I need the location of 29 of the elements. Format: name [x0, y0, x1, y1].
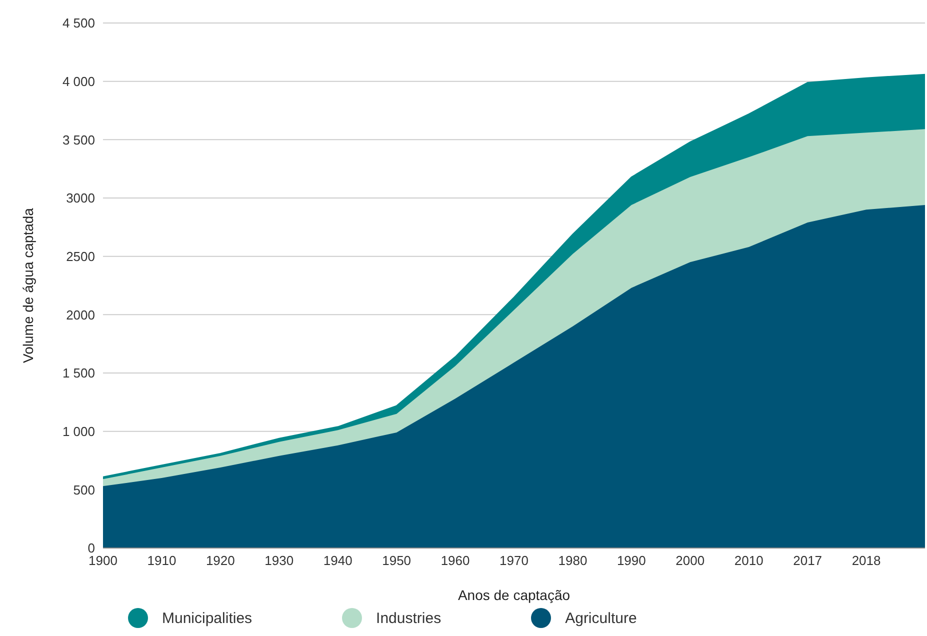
legend-label: Industries: [376, 610, 442, 626]
x-tick-label: 1960: [440, 553, 470, 568]
x-tick-label: 1910: [147, 553, 176, 568]
y-axis-title: Volume de água captada: [20, 208, 36, 363]
y-tick-label: 3 500: [62, 132, 95, 148]
y-tick-label: 4 500: [62, 16, 95, 31]
x-tick-label: 1990: [616, 553, 646, 568]
x-tick-label: 1950: [382, 553, 412, 568]
y-tick-label: 2500: [66, 248, 95, 264]
x-tick-label: 1930: [264, 553, 294, 568]
x-tick-label: 1920: [206, 553, 235, 568]
y-tick-label: 0: [88, 540, 95, 556]
legend-label: Agriculture: [565, 610, 637, 626]
y-tick-label: 2000: [66, 307, 95, 322]
y-tick-label: 1 000: [62, 424, 95, 439]
x-tick-label: 2010: [734, 553, 764, 568]
y-tick-label: 1 500: [62, 366, 95, 381]
y-tick-label: 4 000: [62, 74, 95, 89]
x-tick-label: 2018: [852, 553, 881, 568]
x-tick-label: 2000: [676, 553, 705, 568]
x-tick-label: 1970: [500, 553, 528, 568]
x-tick-label: 1940: [323, 553, 352, 568]
x-tick-label: 1980: [558, 553, 588, 568]
x-tick-label: 1900: [88, 553, 118, 568]
y-tick-label: 3000: [66, 190, 95, 206]
legend-label: Municipalities: [162, 610, 252, 626]
x-tick-label: 2017: [793, 553, 822, 568]
x-axis-title: Anos de captação: [458, 587, 570, 603]
y-tick-label: 500: [73, 482, 95, 498]
